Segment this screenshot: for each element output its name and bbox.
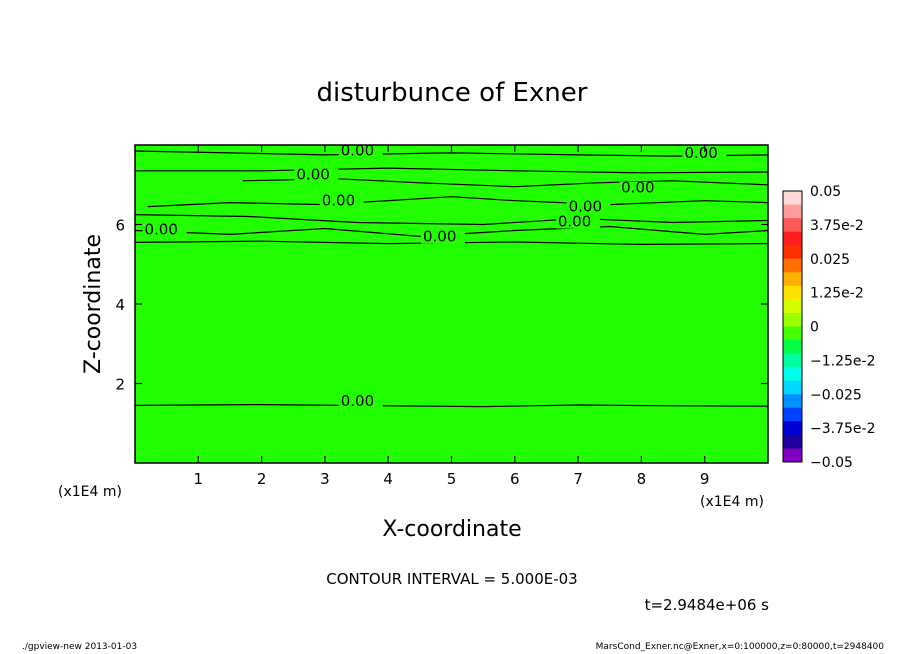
colorbar-cell [783, 340, 802, 354]
y-axis-label: Z-coordinate [81, 234, 106, 374]
contour-line [147, 196, 769, 208]
x-tick-label: 4 [383, 470, 393, 488]
colorbar-cell [783, 448, 802, 463]
contour-label-bg [682, 147, 727, 161]
y-tick-label: 6 [115, 217, 125, 235]
colorbar-cell [783, 299, 802, 314]
colorbar-cell [783, 407, 802, 422]
x-axis-unit: (x1E4 m) [700, 494, 764, 510]
x-tick-label: 8 [637, 470, 647, 488]
colorbar-cells [783, 191, 802, 463]
contour-interval-note: CONTOUR INTERVAL = 5.000E-03 [326, 570, 577, 588]
colorbar: 0.05 3.75e-2 0.025 1.25e-2 0 −1.25e-2 −0.025 −3… [782, 184, 875, 471]
colorbar-cell [783, 326, 802, 341]
contour-label: 0.00 [423, 228, 456, 246]
x-tick-label: 5 [447, 470, 457, 488]
contour-line [134, 225, 769, 238]
x-axis-label: X-coordinate [382, 517, 521, 542]
contour-labels: 0.000.000.000.00 0.000.000.000.000.000.00 [142, 142, 727, 410]
contour-label: 0.00 [341, 142, 374, 160]
contour-label: 0.00 [341, 392, 374, 410]
colorbar-cell [783, 245, 802, 260]
contour-label-bg [555, 215, 600, 229]
chart-title: disturbunce of Exner [317, 78, 588, 108]
colorbar-label: 1.25e-2 [810, 286, 864, 302]
contour-label: 0.00 [144, 220, 177, 238]
footer-left: ./gpview-new 2013-01-03 [22, 642, 138, 652]
y-tick-label: 4 [115, 296, 125, 314]
contour-label-bg [294, 168, 339, 182]
contour-label: 0.00 [569, 197, 602, 215]
colorbar-label: 3.75e-2 [810, 218, 864, 234]
colorbar-cell [783, 258, 802, 273]
x-tick-label: 1 [194, 470, 204, 488]
contour-label-bg [142, 223, 187, 237]
colorbar-label: 0 [810, 320, 819, 336]
colorbar-label: 0.025 [810, 252, 850, 268]
x-tick-label: 2 [257, 470, 267, 488]
plot-field [135, 145, 768, 463]
contour-line [134, 214, 769, 226]
contour-label: 0.00 [684, 144, 717, 162]
colorbar-cell [783, 367, 802, 382]
contour-label: 0.00 [558, 213, 591, 231]
colorbar-cell [783, 434, 802, 449]
colorbar-cell [783, 272, 802, 287]
contour-label-bg [319, 194, 364, 208]
footer-right: MarsCond_Exner.nc@Exner,x=0:100000,z=0:8… [595, 642, 884, 652]
contour-label: 0.00 [621, 179, 654, 197]
colorbar-cell [783, 353, 802, 368]
colorbar-cell [783, 218, 802, 233]
contour-label: 0.00 [322, 191, 355, 209]
x-tick-label: 3 [320, 470, 330, 488]
colorbar-cell [783, 285, 802, 300]
colorbar-label: −3.75e-2 [810, 421, 875, 437]
colorbar-cell [783, 421, 802, 436]
colorbar-label: −0.05 [810, 455, 853, 471]
contour-label-bg [619, 181, 664, 195]
y-axis-ticks: 2 4 6 [115, 217, 768, 394]
colorbar-labels: 0.05 3.75e-2 0.025 1.25e-2 0 −1.25e-2 −0.025 −3… [810, 184, 875, 471]
contour-line [135, 167, 769, 174]
x-tick-label: 9 [700, 470, 710, 488]
colorbar-label: −1.25e-2 [810, 353, 875, 369]
colorbar-cell [783, 312, 802, 327]
colorbar-cell [783, 191, 802, 205]
contour-line [134, 150, 769, 157]
contour-label: 0.00 [296, 166, 329, 184]
x-tick-label: 7 [573, 470, 583, 488]
contour-label-bg [421, 230, 466, 244]
colorbar-cell [783, 231, 802, 246]
contour-label-bg [338, 395, 383, 409]
colorbar-label: −0.025 [810, 387, 862, 403]
y-tick-label: 2 [115, 376, 125, 394]
time-stamp: t=2.9484e+06 s [645, 596, 770, 614]
contour-line [134, 403, 769, 408]
colorbar-cell [783, 394, 802, 409]
contour-label-bg [566, 200, 611, 214]
colorbar-frame [782, 190, 803, 463]
colorbar-cell [783, 204, 802, 219]
y-axis-unit: (x1E4 m) [58, 484, 122, 500]
x-tick-label: 6 [510, 470, 520, 488]
contour-label-bg [338, 144, 383, 158]
colorbar-cell [783, 380, 802, 395]
x-axis-ticks: 1 2 3 4 5 6 7 8 9 [194, 145, 710, 488]
colorbar-label: 0.05 [810, 184, 841, 200]
